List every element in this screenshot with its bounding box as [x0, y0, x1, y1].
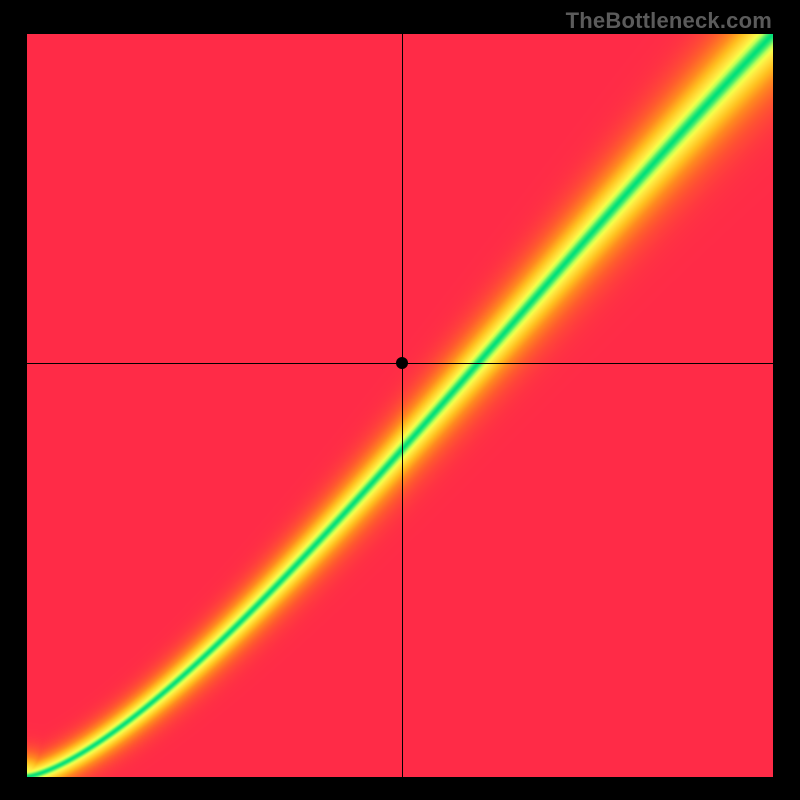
data-point-marker: [396, 357, 408, 369]
chart-container: TheBottleneck.com: [0, 0, 800, 800]
crosshair-vertical: [402, 34, 403, 777]
watermark-text: TheBottleneck.com: [566, 8, 772, 34]
heatmap-canvas: [27, 34, 773, 777]
